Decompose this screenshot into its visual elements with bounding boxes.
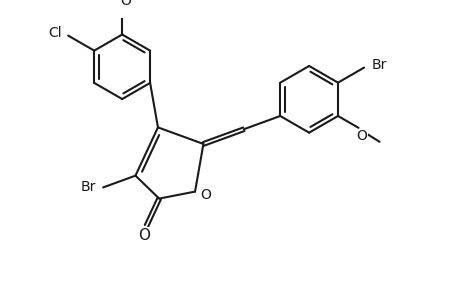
Text: O: O (120, 0, 130, 8)
Text: Br: Br (80, 180, 95, 194)
Text: Br: Br (371, 58, 386, 72)
Text: O: O (138, 228, 150, 243)
Text: O: O (356, 129, 366, 143)
Text: Cl: Cl (48, 26, 62, 40)
Text: O: O (200, 188, 211, 202)
